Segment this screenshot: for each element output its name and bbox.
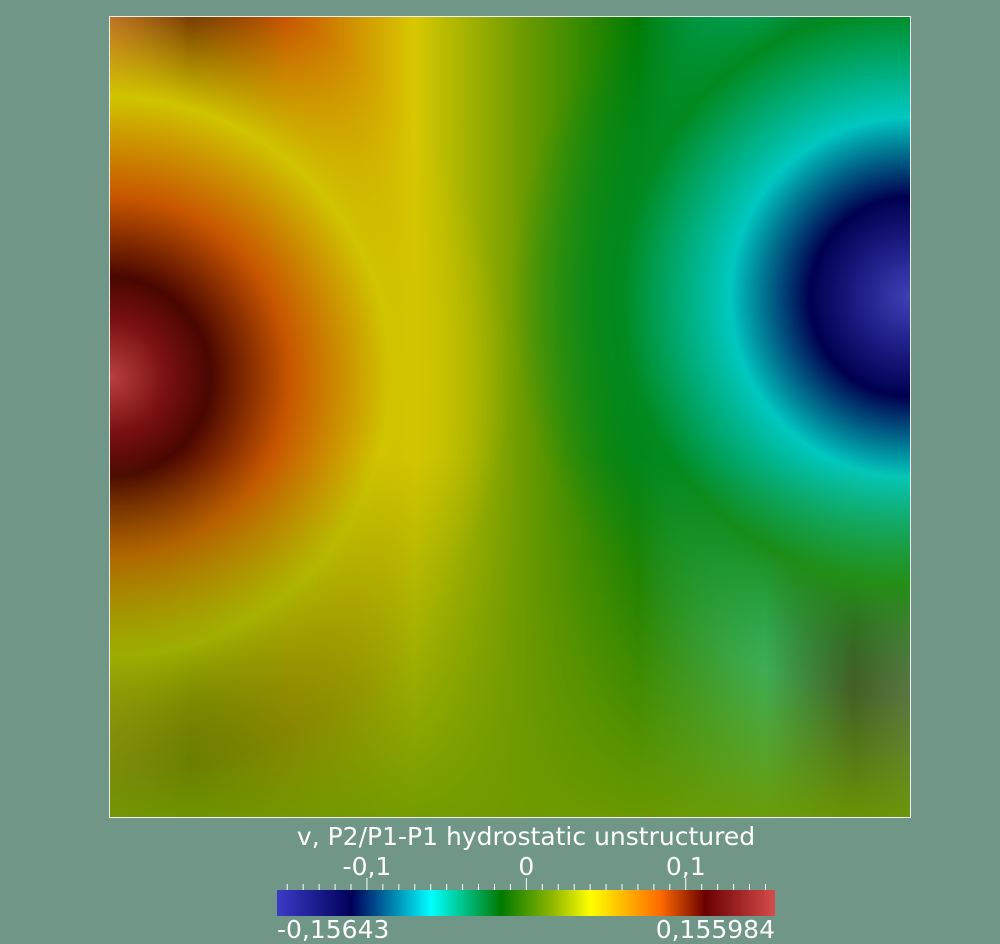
scalar-field-image xyxy=(110,17,910,817)
colorbar-tick-label: 0,1 xyxy=(665,852,706,881)
colorbar-title: v, P2/P1-P1 hydrostatic unstructured xyxy=(296,822,756,851)
colorbar-max-label: 0,155984 xyxy=(655,915,775,944)
colorbar-min-label: -0,15643 xyxy=(277,915,390,944)
scalar-field-plot xyxy=(109,16,911,818)
colorbar xyxy=(277,890,775,916)
colorbar-tick-label: -0,1 xyxy=(342,852,392,881)
colorbar-tick-label: 0 xyxy=(518,852,535,881)
